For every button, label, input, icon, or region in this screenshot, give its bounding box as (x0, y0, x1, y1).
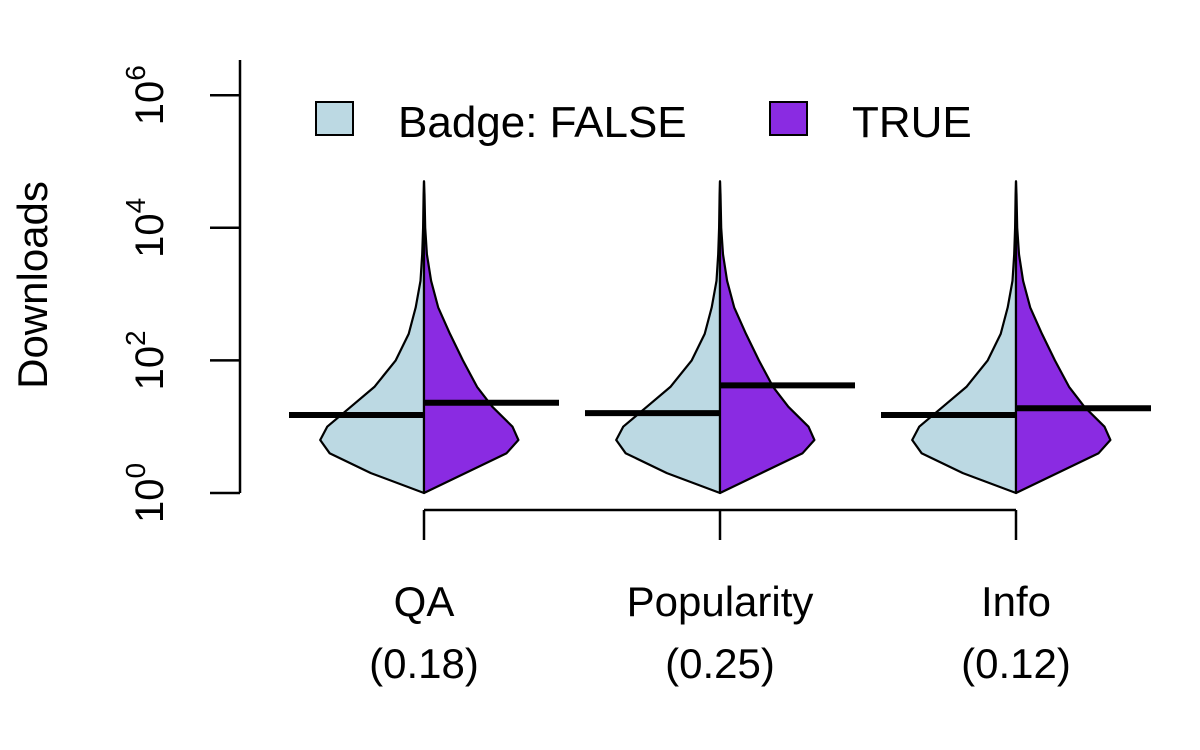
x-tick-value-qa: (0.18) (369, 640, 479, 687)
y-tick-label-text: 102 (120, 330, 172, 390)
y-tick-exponent: 6 (120, 65, 151, 81)
x-tick-label-qa: QA (394, 578, 455, 625)
legend-swatch-false (315, 101, 354, 136)
y-tick-exponent: 0 (120, 463, 151, 479)
legend-label-true: TRUE (852, 98, 972, 147)
y-tick-exponent: 4 (120, 198, 151, 214)
y-tick-label-text: 100 (120, 463, 172, 523)
medians-layer (289, 382, 1151, 419)
y-tick-label-3: 106 (120, 65, 172, 125)
y-tick-base: 10 (128, 213, 172, 257)
x-tick-label-info: Info (981, 578, 1051, 625)
legend-label-false: Badge: FALSE (398, 98, 687, 147)
y-tick-base: 10 (128, 346, 172, 391)
y-axis-label: Downloads (9, 181, 56, 389)
violin-true-popularity (718, 180, 816, 495)
y-tick-label-text: 106 (120, 65, 172, 125)
violin-true-info (1014, 180, 1112, 495)
violin-true-qa (422, 180, 520, 495)
legend: Badge: FALSE TRUE (315, 98, 972, 147)
violin-false-qa (319, 180, 426, 495)
y-tick-base: 10 (128, 81, 172, 126)
violins-layer (319, 180, 1112, 495)
x-tick-value-popularity: (0.25) (665, 640, 775, 687)
y-tick-base: 10 (128, 479, 172, 524)
legend-swatch-true (769, 101, 808, 136)
x-tick-label-popularity: Popularity (627, 578, 814, 625)
violin-false-popularity (615, 180, 722, 495)
y-tick-label-text: 104 (120, 198, 172, 258)
y-tick-label-1: 102 (120, 330, 172, 390)
y-tick-exponent: 2 (120, 330, 151, 346)
y-tick-label-2: 104 (120, 198, 172, 258)
x-tick-value-info: (0.12) (961, 640, 1071, 687)
y-tick-label-0: 100 (120, 463, 172, 523)
x-axis: QA (0.18) Popularity (0.25) Info (0.12) (369, 508, 1071, 687)
violin-false-info (911, 180, 1018, 495)
